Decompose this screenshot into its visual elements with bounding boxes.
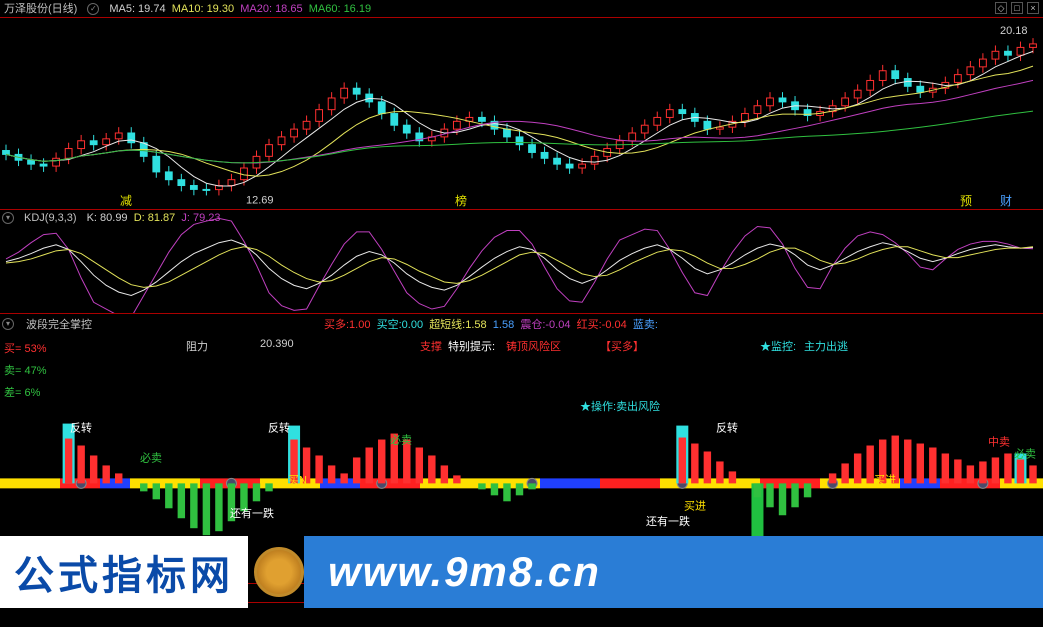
svg-text:反转: 反转 bbox=[70, 421, 92, 435]
watermark-logo-icon bbox=[254, 547, 304, 597]
window-controls: ◇ □ × bbox=[995, 2, 1039, 14]
svg-text:买进: 买进 bbox=[684, 499, 706, 512]
kdj-panel[interactable]: ▾ KDJ(9,3,3) K: 80.99 D: 81.87 J: 79.23 bbox=[0, 210, 1043, 314]
watermark-text-right: www.9m8.cn bbox=[304, 536, 1043, 608]
info-icon[interactable]: ✓ bbox=[87, 3, 99, 15]
stock-title: 万泽股份(日线) bbox=[4, 0, 77, 18]
main-chart-panel[interactable]: 20.18 12.69 减 榜 预 财 bbox=[0, 18, 1043, 210]
special-value: 铸顶风险区 bbox=[506, 338, 561, 354]
svg-text:必卖: 必卖 bbox=[390, 434, 412, 447]
kdj-title: KDJ(9,3,3) bbox=[24, 212, 77, 224]
monitor-label: ★监控: bbox=[760, 338, 796, 354]
collapse-icon[interactable]: ▾ bbox=[2, 212, 14, 224]
svg-text:财: 财 bbox=[1000, 194, 1012, 208]
op-label: ★操作: bbox=[580, 401, 616, 413]
wave-metrics: 买多:1.00 买空:0.00 超短线:1.58 1.58 震仓:-0.04 红… bbox=[324, 316, 658, 332]
maximize-icon[interactable]: □ bbox=[1011, 2, 1023, 14]
wave-side-stats: 买= 53%卖= 47%差= 6% bbox=[4, 338, 47, 404]
restore-icon[interactable]: ◇ bbox=[995, 2, 1007, 14]
svg-text:还有一跌: 还有一跌 bbox=[646, 514, 690, 528]
chart-header: 万泽股份(日线) ✓ MA5: 19.74 MA10: 19.30 MA20: … bbox=[0, 0, 1043, 18]
close-icon[interactable]: × bbox=[1027, 2, 1039, 14]
kdj-values: K: 80.99 D: 81.87 J: 79.23 bbox=[87, 212, 221, 224]
watermark-banner: 公式指标网 www.9m8.cn bbox=[0, 536, 1043, 608]
svg-text:买N: 买N bbox=[288, 473, 307, 486]
svg-text:必卖: 必卖 bbox=[140, 451, 162, 464]
svg-text:12.69: 12.69 bbox=[246, 195, 274, 207]
support-label: 支撑 bbox=[420, 338, 442, 354]
op-row: ★操作:卖出风险 bbox=[580, 398, 660, 414]
resist-value: 20.390 bbox=[260, 338, 294, 350]
svg-text:买进: 买进 bbox=[874, 473, 896, 486]
svg-text:减: 减 bbox=[120, 194, 132, 208]
buy-tag: 【买多】 bbox=[600, 338, 644, 354]
ma-values: MA5: 19.74 MA10: 19.30 MA20: 18.65 MA60:… bbox=[109, 0, 371, 18]
monitor-value: 主力出逃 bbox=[804, 338, 848, 354]
svg-text:榜: 榜 bbox=[455, 193, 467, 208]
wave-title: 波段完全掌控 bbox=[26, 316, 92, 332]
svg-text:还有一跌: 还有一跌 bbox=[230, 506, 274, 520]
svg-text:预: 预 bbox=[960, 194, 972, 208]
op-value: 卖出风险 bbox=[616, 401, 660, 413]
svg-text:中卖: 中卖 bbox=[988, 436, 1010, 449]
svg-text:反转: 反转 bbox=[716, 421, 738, 435]
svg-text:必卖: 必卖 bbox=[1014, 447, 1036, 460]
watermark-text-left: 公式指标网 bbox=[0, 536, 248, 608]
svg-text:反转: 反转 bbox=[268, 421, 290, 435]
svg-text:20.18: 20.18 bbox=[1000, 25, 1028, 37]
resist-label: 阻力 bbox=[186, 338, 208, 354]
collapse-icon[interactable]: ▾ bbox=[2, 318, 14, 330]
special-label: 特别提示: bbox=[448, 338, 495, 354]
